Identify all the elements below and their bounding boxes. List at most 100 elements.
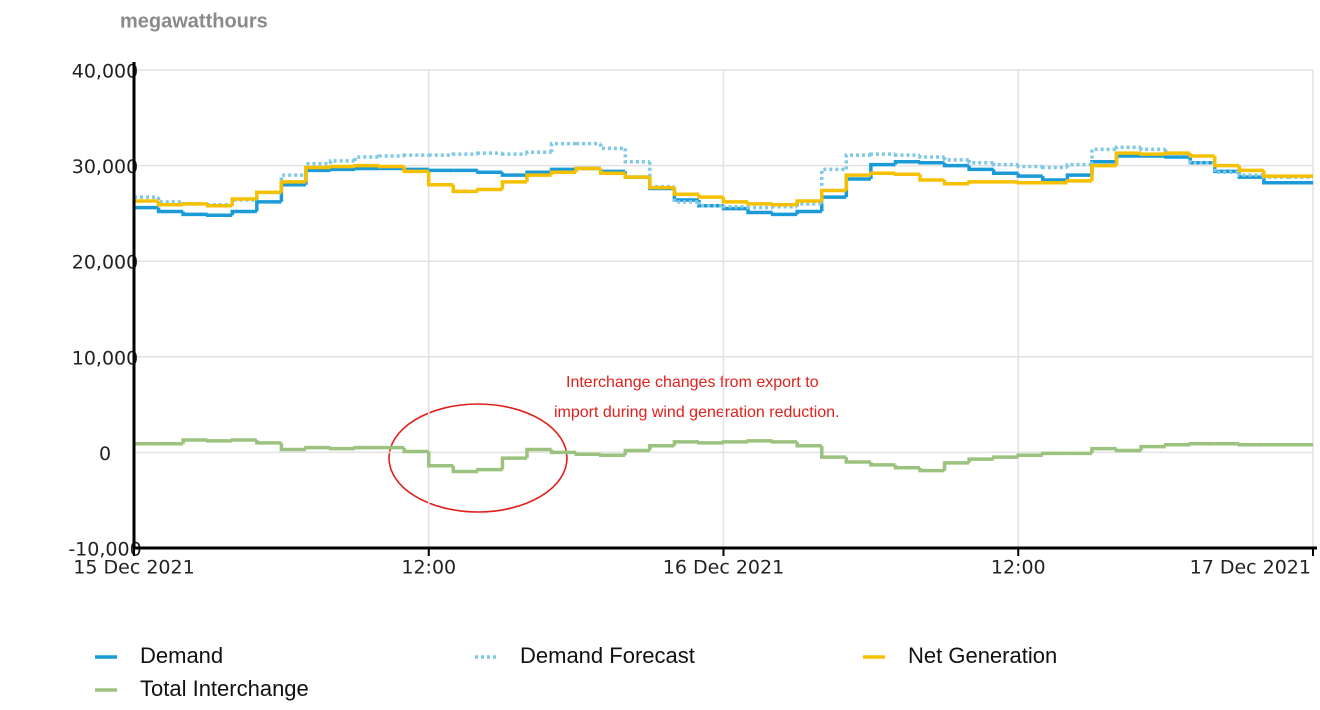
step-segment	[1090, 147, 1117, 165]
step-segment	[1016, 181, 1043, 185]
step-segment	[377, 164, 405, 169]
step-segment	[377, 154, 405, 158]
step-segment	[991, 169, 1019, 175]
annotation-circle	[388, 403, 568, 513]
step-segment	[697, 194, 724, 199]
step-segment	[525, 447, 552, 459]
step-segment	[1139, 147, 1166, 152]
step-segment	[1163, 155, 1191, 159]
step-segment	[1163, 443, 1191, 447]
legend-label: Net Generation	[908, 643, 1057, 668]
step-segment	[1065, 173, 1092, 180]
step-segment	[623, 448, 650, 456]
step-segment	[255, 190, 282, 200]
step-segment	[1041, 176, 1068, 182]
step-segment	[1188, 153, 1215, 158]
step-segment	[549, 449, 577, 455]
step-segment	[451, 465, 478, 474]
step-segment	[1114, 448, 1142, 453]
step-segment	[549, 141, 577, 153]
step-segment	[427, 171, 454, 187]
step-segment	[1041, 165, 1068, 170]
step-segment	[1114, 151, 1142, 166]
step-segment	[844, 457, 871, 464]
step-segment	[500, 456, 527, 470]
step-segment	[918, 467, 945, 473]
step-segment	[918, 155, 945, 159]
step-segment	[918, 174, 945, 182]
step-segment	[942, 461, 970, 471]
step-segment	[328, 446, 356, 451]
step-segment	[402, 167, 429, 172]
step-segment	[427, 451, 454, 468]
step-segment	[255, 200, 282, 212]
step-segment	[230, 438, 257, 442]
step-segment	[304, 165, 331, 182]
step-segment	[500, 180, 527, 190]
y-tick-label: 40,000	[72, 61, 138, 83]
step-segment	[402, 166, 429, 174]
step-segment	[795, 209, 822, 215]
step-segment	[893, 172, 920, 176]
step-segment	[598, 143, 626, 151]
step-segment	[721, 197, 749, 204]
step-segment	[181, 211, 208, 217]
x-tick-label: 12:00	[401, 557, 456, 579]
step-segment	[402, 447, 429, 454]
step-segment	[1262, 170, 1289, 178]
step-segment	[1041, 451, 1068, 456]
step-segment	[205, 203, 233, 208]
step-segment	[156, 197, 184, 204]
annotation-text: import during wind generation reduction.	[554, 404, 840, 421]
step-segment	[1065, 179, 1092, 183]
step-segment	[279, 442, 306, 452]
step-segment	[697, 201, 724, 208]
step-segment	[549, 170, 577, 176]
step-segment	[402, 153, 429, 157]
step-segment	[770, 203, 798, 207]
step-segment	[844, 173, 871, 191]
step-segment	[1139, 152, 1166, 156]
step-segment	[1163, 149, 1191, 156]
step-segment	[230, 209, 257, 216]
step-segment	[893, 464, 920, 470]
step-segment	[770, 440, 798, 444]
step-segment	[1237, 172, 1264, 177]
step-segment	[746, 439, 773, 443]
step-segment	[1090, 163, 1117, 181]
y-tick-label: -10,000	[68, 539, 141, 561]
step-segment	[476, 170, 503, 175]
step-segment	[353, 163, 380, 168]
step-segment	[574, 452, 601, 457]
step-segment	[967, 457, 994, 463]
step-segment	[451, 184, 478, 194]
step-segment	[991, 162, 1019, 167]
x-tick-label: 15 Dec 2021	[73, 557, 194, 579]
step-segment	[942, 179, 970, 186]
step-segment	[672, 187, 699, 197]
step-segment	[844, 177, 871, 198]
step-segment	[770, 204, 798, 209]
step-segment	[746, 201, 773, 206]
step-segment	[623, 148, 650, 164]
step-segment	[476, 151, 503, 155]
step-segment	[328, 159, 356, 164]
step-segment	[181, 202, 208, 206]
step-segment	[820, 445, 847, 459]
step-segment	[746, 205, 773, 210]
step-segment	[1188, 442, 1215, 446]
step-segment	[476, 187, 503, 192]
step-segment	[230, 197, 257, 206]
step-segment	[869, 461, 896, 467]
step-segment	[967, 180, 994, 184]
step-segment	[304, 445, 331, 450]
step-segment	[500, 152, 527, 156]
step-segment	[967, 165, 994, 172]
step-segment	[598, 168, 626, 175]
step-segment	[795, 199, 822, 205]
legend-label: Total Interchange	[140, 676, 309, 701]
step-segment	[648, 443, 675, 451]
x-tick-label: 17 Dec 2021	[1190, 557, 1311, 579]
step-segment	[1114, 154, 1142, 162]
